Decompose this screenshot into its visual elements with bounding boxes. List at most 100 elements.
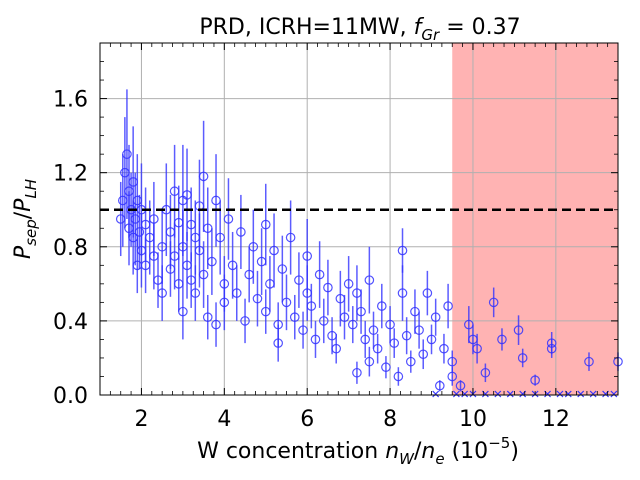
data-point [393,371,404,382]
data-point [347,319,358,330]
data-point [352,288,362,298]
data-point [281,297,292,308]
x-axis-label: W concentration nW/ne (10−5) [197,434,519,468]
data-point [186,275,196,285]
data-point [186,219,196,230]
zero-marker-stroke [481,390,489,398]
data-point [182,260,192,271]
data-point [190,232,201,243]
data-point [488,297,499,308]
x-tick-label: 8 [383,407,397,432]
data-point [302,288,312,298]
zero-marker [556,390,564,398]
data-point [140,260,151,271]
plot-area: 2 4 6 8 10 12 0.0 0.4 0.8 1.2 1.6 [53,42,623,432]
zero-marker-stroke [461,390,469,398]
data-point [178,306,188,317]
y-tick-label: 1.2 [53,162,88,187]
data-point [426,334,437,345]
data-point [360,334,371,345]
data-point [244,269,254,280]
zero-marker [432,390,440,398]
data-point [277,264,288,274]
data-point [318,316,329,326]
data-point [132,195,143,206]
data-point [211,319,221,330]
x-tick-label: 4 [217,407,231,432]
data-point [182,190,192,200]
data-point [401,330,412,341]
data-point [223,214,234,224]
data-point [144,232,155,243]
data-point [260,219,271,230]
data-point [414,325,424,335]
data-point [397,245,408,256]
data-point [339,312,350,322]
zero-marker-stroke [564,390,572,398]
y-tick-label: 0.8 [53,236,88,261]
data-point [335,293,346,304]
data-point [134,227,145,237]
data-point [364,356,375,367]
zero-marker-stroke [556,390,564,398]
data-point [389,338,400,348]
data-point [120,167,130,178]
data-point [302,251,312,261]
data-point [405,356,416,367]
data-point [497,334,507,345]
data-point [294,275,304,285]
zero-marker [494,390,502,398]
data-point [130,214,141,224]
data-point [372,343,383,354]
data-point [124,223,134,234]
data-point [256,256,267,267]
data-point [265,279,275,289]
data-point [236,227,246,237]
x-tick-label: 12 [542,407,570,432]
data-point [136,245,147,256]
data-point [173,279,184,289]
data-point [352,367,362,378]
data-point [157,288,167,298]
x-tick-label: 6 [300,407,314,432]
data-point [356,306,366,317]
y-tick-label: 0.0 [53,384,88,409]
data-point [513,325,524,335]
data-point [418,349,429,360]
data-point [140,219,151,230]
data-point [149,214,159,224]
data-point [190,288,201,298]
data-point [122,149,132,159]
data-point [219,279,230,289]
zero-marker-stroke [544,390,551,398]
data-point [480,367,491,378]
data-point [289,312,300,322]
data-point [202,312,213,322]
data-point [447,356,458,367]
data-point [430,312,441,322]
y-tick-label: 0.4 [53,310,88,335]
chart-title: PRD, ICRH=11MW, fGr = 0.37 [199,15,520,44]
data-point [117,195,128,206]
zero-marker [589,390,597,398]
data-point [252,293,263,304]
data-point [227,260,238,271]
x-tick-label: 10 [459,407,487,432]
data-point [128,232,138,243]
zero-marker-stroke [610,390,618,398]
data-point [169,251,180,261]
y-axis-label: Psep/PLH [11,179,40,259]
data-point [273,338,283,348]
data-point [331,343,342,354]
data-point [310,334,321,345]
data-point [178,241,188,252]
data-point [231,288,242,298]
y-tick-label: 1.6 [53,88,88,113]
data-point [273,319,283,330]
zero-marker [506,390,514,398]
data-point [468,334,478,345]
data-point [546,338,557,348]
data-point [173,217,184,228]
data-point [546,343,557,354]
